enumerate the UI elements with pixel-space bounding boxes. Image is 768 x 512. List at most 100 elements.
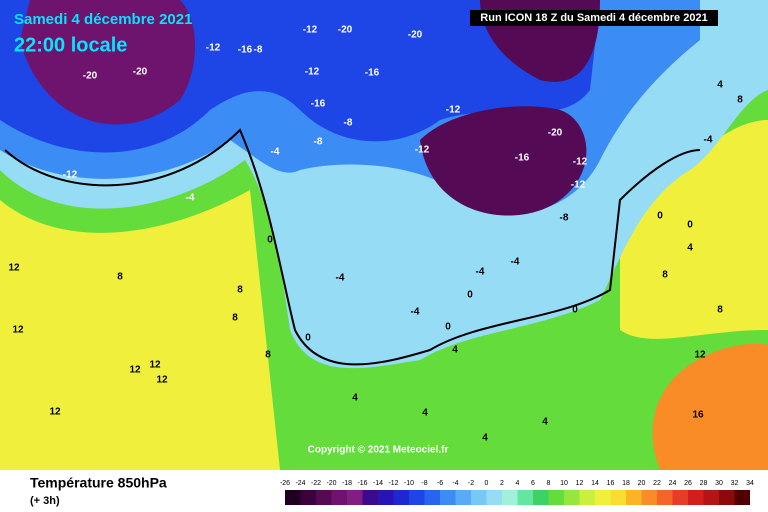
scale-tick-label: 30	[715, 480, 723, 487]
map-label: -8	[560, 213, 569, 224]
scale-tick-label: 16	[607, 480, 615, 487]
scale-swatch	[564, 490, 580, 505]
scale-tick-label: 14	[591, 480, 599, 487]
scale-swatch	[641, 490, 657, 505]
scale-tick-label: -4	[452, 480, 458, 487]
scale-tick-label: 10	[560, 480, 568, 487]
map-label: -12	[415, 145, 430, 156]
map-label: 4	[352, 393, 358, 404]
map-label: -20	[548, 128, 563, 139]
zone-orange	[652, 343, 768, 470]
scale-tick-label: -22	[311, 480, 321, 487]
scale-tick-label: -2	[468, 480, 474, 487]
map-label: -4	[476, 267, 485, 278]
map-label: 4	[452, 345, 458, 356]
map-label: 4	[482, 433, 488, 444]
map-label: 8	[717, 305, 723, 316]
scale-swatch	[734, 490, 750, 505]
scale-swatch	[347, 490, 363, 505]
map-label: -20	[408, 30, 423, 41]
map-label: 12	[694, 350, 706, 361]
run-box	[470, 10, 718, 26]
map-label: -4	[511, 257, 520, 268]
map-label: 12	[149, 360, 161, 371]
scale-tick-label: -16	[357, 480, 367, 487]
scale-tick-label: 20	[638, 480, 646, 487]
date: Samedi 4 décembre 2021	[14, 11, 192, 28]
scale-swatch	[703, 490, 719, 505]
scale-swatch	[719, 490, 735, 505]
map-label: -16	[365, 68, 380, 79]
scale-tick-label: -12	[388, 480, 398, 487]
scale-tick-label: -10	[404, 480, 414, 487]
map-label: -12	[206, 43, 221, 54]
map-label: -12	[571, 180, 586, 191]
scale-tick-label: 12	[576, 480, 584, 487]
scale-swatch	[533, 490, 549, 505]
map-label: 4	[422, 408, 428, 419]
map-label: -12	[573, 157, 588, 168]
map-label: -12	[63, 170, 78, 181]
map-label: 8	[265, 350, 271, 361]
scale-swatch	[610, 490, 626, 505]
map-label: -4	[271, 147, 280, 158]
map-label: 12	[8, 263, 20, 274]
scale-tick-label: 4	[516, 480, 520, 487]
scale-swatch	[579, 490, 595, 505]
map-label: -16	[238, 45, 253, 56]
map-label: -8	[254, 45, 263, 56]
scale-tick-label: 22	[653, 480, 661, 487]
map-label: 12	[12, 325, 24, 336]
scale-tick-label: 24	[669, 480, 677, 487]
map-label: 0	[467, 290, 473, 301]
scale-tick-label: 6	[531, 480, 535, 487]
map-label: -8	[314, 137, 323, 148]
map-label: -20	[133, 67, 148, 78]
map-label: 8	[662, 270, 668, 281]
scale-swatch	[440, 490, 456, 505]
map-label: -12	[305, 67, 320, 78]
scale-swatch	[424, 490, 440, 505]
map-label: 16	[692, 410, 704, 421]
map-label: 0	[687, 220, 693, 231]
map-label: 8	[232, 313, 238, 324]
map-label: 8	[737, 95, 743, 106]
map-label: -4	[186, 193, 195, 204]
scale-tick-label: 0	[485, 480, 489, 487]
scale-swatch	[455, 490, 471, 505]
map-label: 12	[156, 375, 168, 386]
map-label: -12	[303, 25, 318, 36]
zone-purple-east	[420, 106, 587, 216]
scale-swatch	[502, 490, 518, 505]
scale-tick-label: -6	[437, 480, 443, 487]
footer-step: (+ 3h)	[30, 495, 60, 507]
scale-tick-label: 8	[547, 480, 551, 487]
scale-swatch	[316, 490, 332, 505]
scale-tick-label: -24	[295, 480, 305, 487]
scale-tick-label: 32	[731, 480, 739, 487]
map-label: 4	[542, 417, 548, 428]
scale-tick-label: -18	[342, 480, 352, 487]
scale-swatch	[672, 490, 688, 505]
zone-purple-west	[20, 0, 195, 125]
scale-tick-label: -8	[421, 480, 427, 487]
scale-swatch	[393, 490, 409, 505]
scale-swatch	[285, 490, 301, 505]
map-label: -4	[704, 135, 713, 146]
map-label: 8	[117, 272, 123, 283]
scale-swatch	[595, 490, 611, 505]
map-label: 8	[237, 285, 243, 296]
scale-swatch	[362, 490, 378, 505]
map-label: -20	[338, 25, 353, 36]
map-label: 12	[49, 407, 61, 418]
map-label: -4	[411, 307, 420, 318]
time: 22:00 locale	[14, 34, 127, 56]
map-label: 0	[572, 305, 578, 316]
map-label: 0	[267, 235, 273, 246]
scale-tick-label: 2	[500, 480, 504, 487]
scale-tick-label: -26	[280, 480, 290, 487]
map-label: -4	[336, 273, 345, 284]
map-label: -8	[344, 118, 353, 129]
